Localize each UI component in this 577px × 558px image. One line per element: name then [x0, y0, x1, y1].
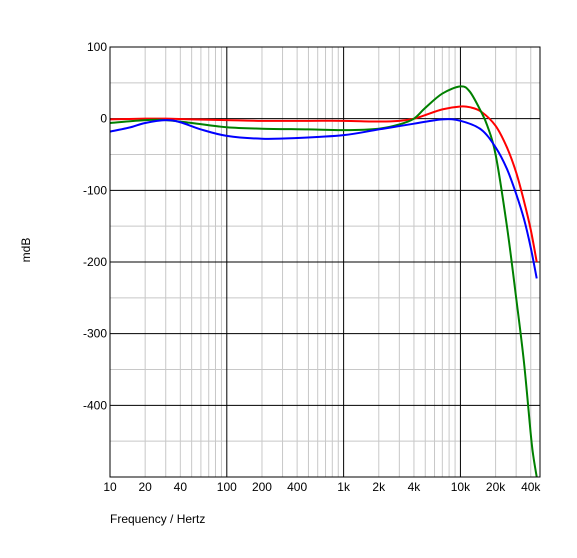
y-tick-label: -400 — [83, 398, 107, 412]
x-tick-label: 100 — [217, 480, 237, 494]
x-axis-title: Frequency / Hertz — [110, 512, 205, 526]
x-tick-label: 40 — [174, 480, 188, 494]
y-tick-label: 100 — [87, 40, 107, 54]
x-tick-label: 2k — [372, 480, 386, 494]
x-tick-label: 4k — [408, 480, 422, 494]
x-tick-label: 10 — [103, 480, 117, 494]
y-tick-label: -300 — [83, 327, 107, 341]
series-line-3 — [109, 118, 538, 279]
x-tick-label: 1k — [337, 480, 351, 494]
x-tick-label: 20 — [138, 480, 152, 494]
series-lines — [109, 85, 538, 478]
x-tick-label: 400 — [287, 480, 307, 494]
y-tick-label: -200 — [83, 255, 107, 269]
series-line-1 — [109, 105, 538, 263]
y-axis-title: mdB — [19, 238, 33, 263]
x-tick-label: 200 — [252, 480, 272, 494]
y-tick-label: -100 — [83, 183, 107, 197]
x-tick-label: 20k — [486, 480, 506, 494]
tick-labels: 10 20 40 100 200 400 1k 2k 4k 10k 20k 40k 100 0 -100 -2… — [83, 40, 541, 494]
y-tick-label: 0 — [100, 112, 107, 126]
x-tick-label: 10k — [451, 480, 471, 494]
x-tick-label: 40k — [521, 480, 541, 494]
series-line-2 — [109, 85, 538, 478]
grid — [109, 46, 540, 477]
plot-frame — [109, 46, 541, 478]
